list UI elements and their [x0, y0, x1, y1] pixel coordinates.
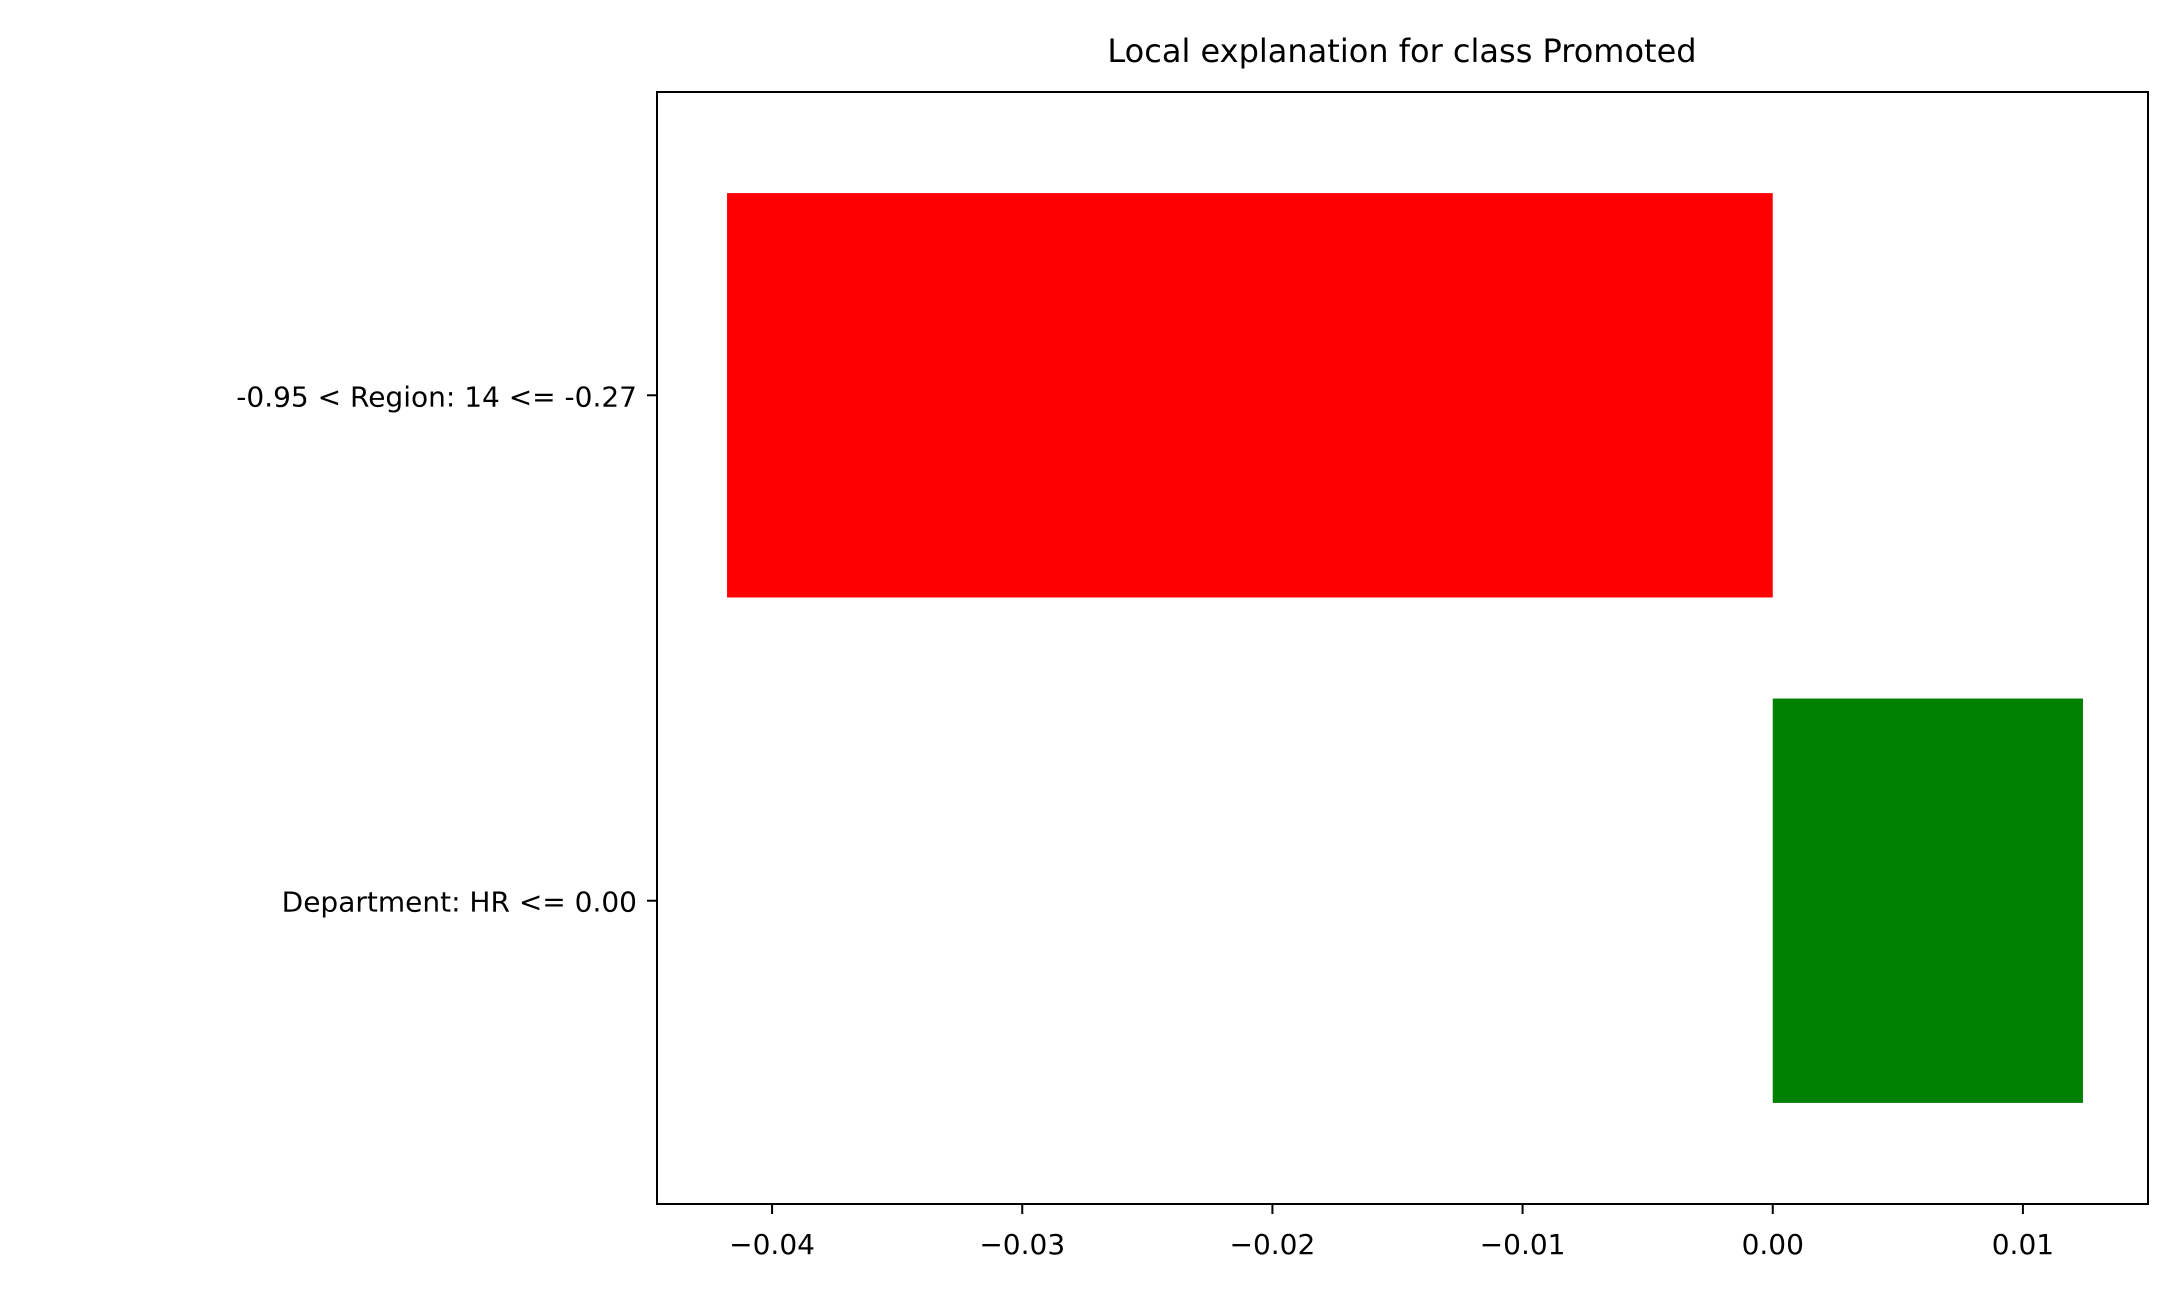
y-axis: -0.95 < Region: 14 <= -0.27 Department: H…: [236, 380, 657, 919]
bar: [1772, 698, 2083, 1103]
y-tick-label: Department: HR <= 0.00: [282, 886, 637, 919]
x-tick-label: −0.03: [979, 1228, 1065, 1261]
x-tick-label: −0.02: [1230, 1228, 1316, 1261]
x-tick-label: −0.01: [1480, 1228, 1566, 1261]
x-tick-label: 0.01: [1992, 1228, 2054, 1261]
bar: [727, 193, 1773, 598]
bars-layer: [727, 193, 2083, 1103]
x-tick-label: 0.00: [1742, 1228, 1804, 1261]
chart-title: Local explanation for class Promoted: [1107, 32, 1696, 70]
x-axis: −0.04 −0.03 −0.02 −0.01 0.00 0.01: [729, 1204, 2054, 1261]
plot-frame: [656, 91, 2149, 1205]
y-tick-label: -0.95 < Region: 14 <= -0.27: [236, 380, 637, 413]
x-tick-label: −0.04: [729, 1228, 815, 1261]
